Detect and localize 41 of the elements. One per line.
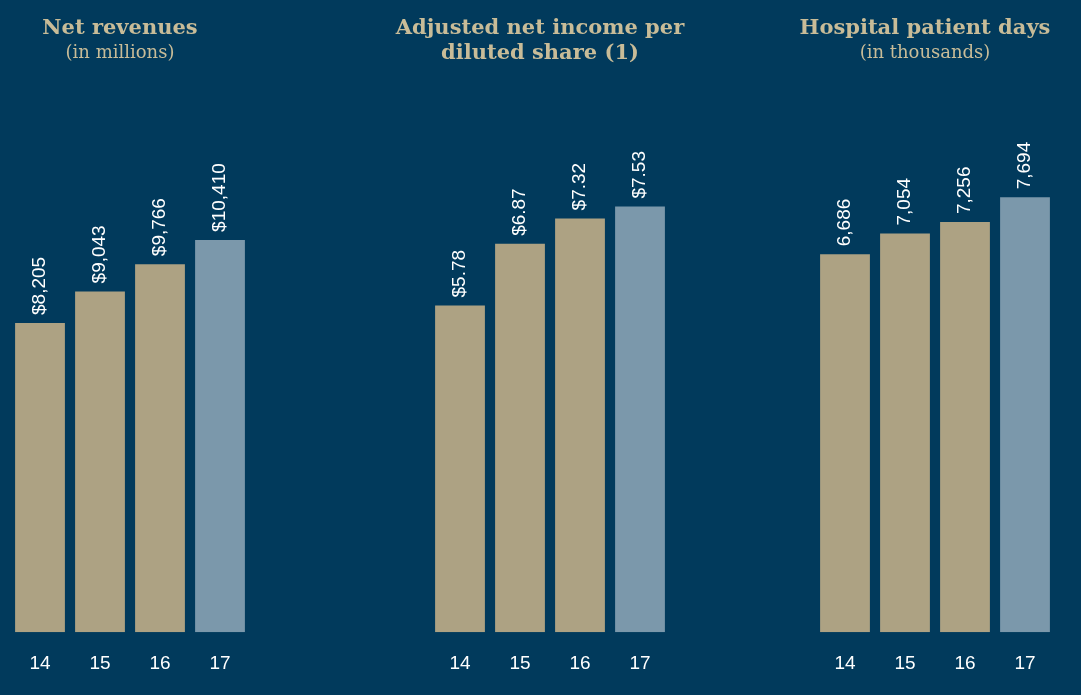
bar <box>880 233 930 633</box>
data-label: $5.78 <box>448 249 470 298</box>
data-label: 7,694 <box>1013 141 1035 190</box>
data-label: $9,766 <box>148 198 170 257</box>
x-tick-label: 16 <box>149 651 171 673</box>
bar <box>75 291 125 633</box>
x-tick-label: 15 <box>894 651 916 673</box>
x-tick-label: 14 <box>29 651 51 673</box>
data-label: $8,205 <box>28 256 50 316</box>
bar <box>15 323 65 633</box>
bar <box>820 254 870 633</box>
x-tick-label: 14 <box>834 651 856 673</box>
bar <box>940 222 990 633</box>
x-tick-label: 17 <box>209 651 231 673</box>
x-tick-label: 17 <box>1014 651 1036 673</box>
chart-title: Hospital patient days <box>799 14 1051 39</box>
bar <box>135 264 185 633</box>
data-label: $7.53 <box>628 151 650 199</box>
data-label: $9,043 <box>88 225 110 284</box>
x-tick-label: 16 <box>954 651 976 673</box>
x-tick-label: 15 <box>509 651 531 673</box>
bar <box>435 305 485 633</box>
bar <box>495 243 545 633</box>
data-label: 7,256 <box>953 166 975 215</box>
x-tick-label: 14 <box>449 651 471 673</box>
x-tick-label: 16 <box>569 651 591 673</box>
x-tick-label: 15 <box>89 651 111 673</box>
data-label: $10,410 <box>208 163 230 232</box>
bar <box>555 218 605 633</box>
bar <box>615 206 665 633</box>
data-label: 6,686 <box>833 198 855 247</box>
chart-subtitle: (in millions) <box>64 40 176 64</box>
chart-title: Net revenues <box>42 14 198 39</box>
data-label: $7.32 <box>568 162 590 211</box>
data-label: 7,054 <box>893 177 915 226</box>
bar <box>195 239 245 633</box>
chart-subtitle: (in thousands) <box>858 40 992 64</box>
data-label: $6.87 <box>508 188 530 236</box>
x-tick-label: 17 <box>629 651 651 673</box>
chart-title: Adjusted net income per diluted share (1) <box>394 14 686 64</box>
bar <box>1000 197 1050 633</box>
